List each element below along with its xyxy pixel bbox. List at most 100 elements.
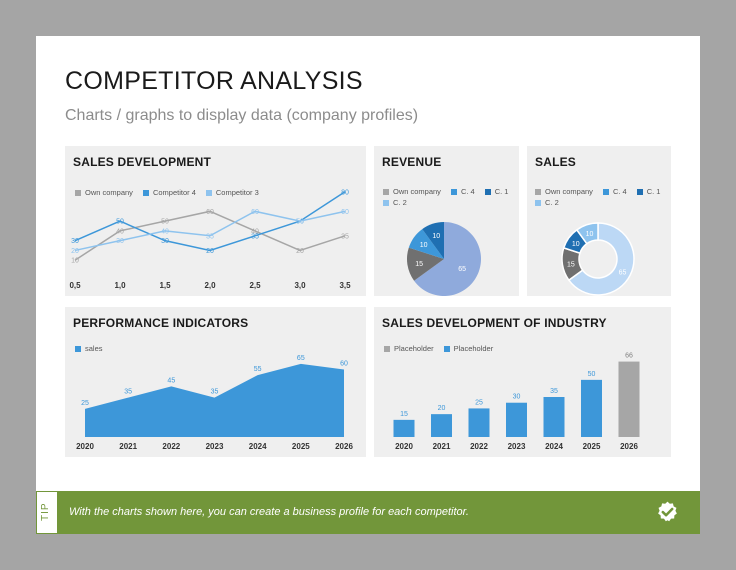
legend-swatch: [75, 189, 81, 196]
revenue-legend-item: C. 2: [383, 198, 407, 207]
performance-chart: 25 35 45 35 55 65 60 2020 2021 2022 2023 2024 2025 20…: [76, 355, 353, 451]
data-label: 45: [167, 377, 175, 384]
x-tick-label: 2025: [583, 442, 601, 451]
data-label: 35: [341, 233, 349, 240]
data-label: 50: [296, 219, 304, 226]
bar: [581, 379, 602, 437]
x-tick-label: 2023: [206, 442, 224, 451]
sales-development-title: SALES DEVELOPMENT: [73, 155, 212, 169]
data-label: 40: [251, 228, 259, 235]
revenue-legend: Own company C. 4 C. 1 C. 2: [383, 187, 513, 207]
data-label: 30: [513, 394, 521, 401]
data-label: 60: [340, 361, 348, 368]
x-tick-label: 2025: [292, 442, 310, 451]
tip-text: With the charts shown here, you can crea…: [69, 506, 469, 518]
legend-swatch: [602, 188, 609, 195]
x-tick-label: 2020: [395, 442, 413, 451]
slice-label: 15: [415, 261, 423, 268]
legend-label: C. 2: [393, 198, 407, 207]
legend-label: Own company: [85, 188, 133, 197]
legend-label: sales: [85, 344, 103, 353]
legend-swatch: [636, 188, 643, 195]
tip-bar: TIP With the charts shown here, you can …: [36, 491, 700, 534]
data-label: 25: [475, 399, 483, 406]
pie-slice: [422, 222, 444, 259]
data-label: 40: [116, 228, 124, 235]
data-label: 15: [400, 411, 408, 418]
x-tick-label: 2021: [119, 442, 137, 451]
revenue-panel: REVENUE Own company C. 4 C. 1 C. 2 65 15 10 10: [374, 146, 519, 296]
legend-label: C. 4: [612, 187, 627, 196]
x-tick-label: 2022: [470, 442, 488, 451]
data-label: 35: [211, 389, 219, 396]
industry-panel: SALES DEVELOPMENT OF INDUSTRY Placeholde…: [374, 307, 671, 457]
slice-label: 65: [619, 269, 627, 276]
industry-legend-item: Placeholder: [384, 344, 434, 353]
industry-title: SALES DEVELOPMENT OF INDUSTRY: [382, 316, 607, 330]
legend-swatch: [384, 345, 390, 352]
data-label: 40: [161, 228, 169, 235]
legend-swatch: [443, 345, 450, 352]
x-tick-label: 2022: [162, 442, 180, 451]
slice-label: 10: [586, 231, 594, 238]
legend-swatch: [383, 199, 389, 206]
legend-swatch: [535, 188, 541, 195]
legend-label: Own company: [545, 187, 593, 196]
data-label: 35: [206, 233, 214, 240]
x-tick-label: 3,5: [339, 281, 351, 290]
data-label: 20: [71, 248, 79, 255]
legend-swatch: [484, 188, 491, 195]
pie-slice: [575, 222, 599, 245]
data-label: 60: [206, 209, 214, 216]
legend-swatch: [383, 188, 389, 195]
x-tick-label: 2023: [508, 442, 526, 451]
tip-tab: TIP: [36, 491, 58, 534]
legend-label: C. 1: [494, 187, 509, 196]
sales-chart: 65 15 10 10: [561, 222, 635, 296]
industry-legend: Placeholder Placeholder: [384, 344, 493, 353]
pie-slice: [407, 247, 444, 281]
data-label: 50: [296, 219, 304, 226]
sales-development-legend-item: Competitor 4: [142, 188, 196, 197]
pie-slice: [408, 229, 444, 259]
data-label: 10: [71, 258, 79, 265]
data-label: 80: [341, 189, 349, 196]
x-tick-label: 2,5: [249, 281, 261, 290]
revenue-legend-item: Own company: [383, 187, 441, 196]
sales-legend: Own company C. 4 C. 1 C. 2: [535, 187, 665, 207]
x-tick-label: 2024: [545, 442, 563, 451]
data-label: 30: [71, 238, 79, 245]
sales-legend-item: C. 4: [602, 187, 627, 196]
sales-development-panel: SALES DEVELOPMENT Own company Competitor …: [65, 146, 366, 296]
data-label: 50: [161, 219, 169, 226]
x-tick-label: 1,0: [114, 281, 126, 290]
slice-label: 10: [420, 242, 428, 249]
industry-legend-item: Placeholder: [443, 344, 493, 353]
slide-title: COMPETITOR ANALYSIS: [65, 67, 363, 95]
legend-swatch: [205, 189, 212, 196]
legend-label: Competitor 4: [152, 188, 196, 197]
data-label: 66: [625, 353, 633, 360]
slide: COMPETITOR ANALYSIS Charts / graphs to d…: [36, 36, 700, 534]
data-label: 25: [81, 400, 89, 407]
data-label: 35: [124, 389, 132, 396]
legend-label: Own company: [393, 187, 441, 196]
sales-title: SALES: [535, 155, 577, 169]
revenue-title: REVENUE: [382, 155, 442, 169]
x-tick-label: 3,0: [294, 281, 306, 290]
sales-legend-item: C. 1: [636, 187, 660, 196]
bar: [468, 408, 490, 437]
legend-swatch: [75, 345, 81, 352]
data-label: 30: [161, 238, 169, 245]
performance-title: PERFORMANCE INDICATORS: [73, 316, 249, 330]
legend-label: C. 4: [460, 187, 475, 196]
x-tick-label: 0,5: [69, 281, 81, 290]
x-tick-label: 2026: [335, 442, 353, 451]
pie-slice: [414, 222, 481, 296]
data-label: 60: [341, 209, 349, 216]
performance-panel: PERFORMANCE INDICATORS sales 25 35 45 35 55 6…: [65, 307, 366, 457]
data-label: 35: [550, 388, 558, 395]
area-fill: [85, 363, 344, 437]
industry-chart: 1520202020212520223020233520245020256620…: [393, 353, 640, 451]
series-line: [74, 210, 346, 252]
